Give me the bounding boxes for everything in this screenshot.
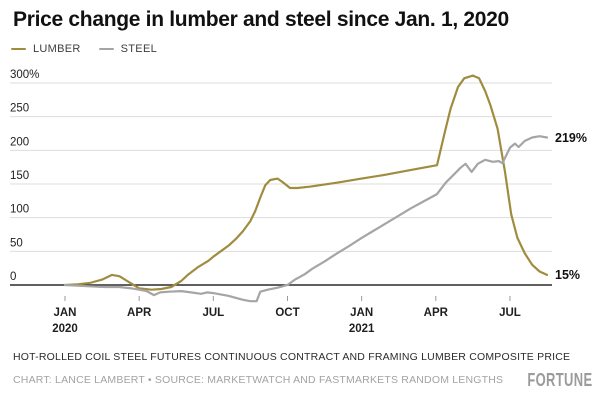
fortune-logo: FORTUNE <box>526 370 592 390</box>
legend-item-steel: STEEL <box>98 43 158 55</box>
x-tick-label: JAN <box>350 307 373 319</box>
y-tick-label-200: 200 <box>10 136 29 148</box>
lumber-end-label: 15% <box>555 268 580 282</box>
steel-line-swatch-icon <box>98 47 114 51</box>
legend-label-steel: STEEL <box>120 43 158 55</box>
y-tick-label-300: 300% <box>10 69 39 81</box>
legend: LUMBER STEEL <box>11 43 157 55</box>
y-tick-label-0: 0 <box>10 271 16 283</box>
legend-item-lumber: LUMBER <box>11 43 81 55</box>
y-tick-label-100: 100 <box>10 204 29 216</box>
steel-end-label: 219% <box>555 131 587 145</box>
chart-footnote: HOT-ROLLED COIL STEEL FUTURES CONTINUOUS… <box>13 351 571 363</box>
x-tick-sublabel: 2021 <box>349 323 375 335</box>
legend-label-lumber: LUMBER <box>33 43 81 55</box>
steel-line <box>63 135 549 303</box>
x-tick-label: JAN <box>53 307 76 319</box>
x-tick-label: APR <box>424 307 449 319</box>
x-tick-label: JUL <box>499 307 521 319</box>
chart-title: Price change in lumber and steel since J… <box>13 8 509 31</box>
y-tick-label-50: 50 <box>10 237 23 249</box>
chart-credit: CHART: LANCE LAMBERT • SOURCE: MARKETWAT… <box>13 374 504 386</box>
x-tick-label: APR <box>127 307 152 319</box>
y-tick-label-150: 150 <box>10 170 29 182</box>
y-tick-label-250: 250 <box>10 103 29 115</box>
x-tick-label: JUL <box>202 307 224 319</box>
x-tick-sublabel: 2020 <box>52 323 78 335</box>
x-tick-label: OCT <box>275 307 299 319</box>
lumber-line-swatch-icon <box>11 47 26 51</box>
lumber-line <box>63 74 549 291</box>
